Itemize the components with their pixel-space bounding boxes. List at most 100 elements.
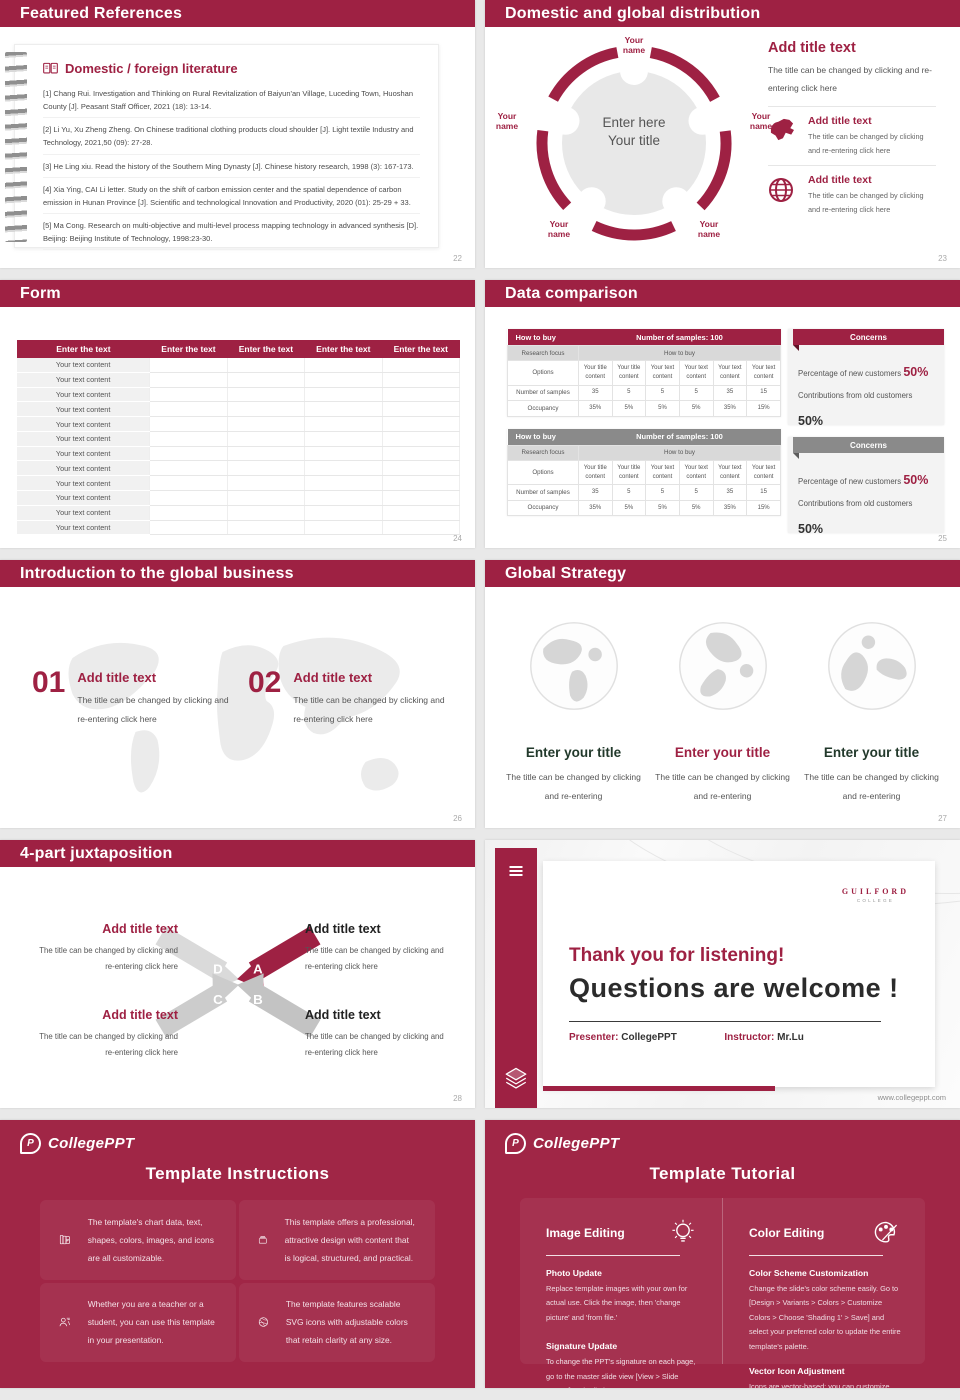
option-cell: Your title content <box>611 360 647 386</box>
empty-cell <box>149 505 228 521</box>
option-cell: Your text content <box>645 360 680 386</box>
enter-title-heading: Enter your title <box>525 745 622 760</box>
sample-cell: 15 <box>746 484 781 501</box>
row-label-cell: Your text content <box>17 387 151 403</box>
sidebar-accent-bar <box>495 848 537 1108</box>
option-cell: Your text content <box>678 360 714 386</box>
diagram-node-label: Your name <box>622 35 646 55</box>
empty-cell <box>304 446 383 462</box>
ribbon-letter-c: C <box>213 992 223 1007</box>
globe-icon <box>529 622 618 710</box>
china-map-icon <box>768 115 798 147</box>
collegeppt-logo-icon: P <box>20 1133 41 1154</box>
focus-label: Research focus <box>507 344 579 362</box>
add-title-heading: Add title text <box>102 922 178 936</box>
table-row: Your text content <box>17 475 461 492</box>
diagram-node-label: Your name <box>547 219 571 240</box>
slide-title: Data comparison <box>485 280 960 307</box>
lightbulb-icon <box>672 1219 694 1242</box>
collegeppt-wordmark: CollegePPT <box>48 1135 135 1152</box>
concerns-header: Concerns <box>793 437 944 459</box>
sample-cell: 35 <box>712 484 748 501</box>
occupancy-label: Occupancy <box>507 499 579 517</box>
table-row: Your text content <box>17 460 461 477</box>
empty-cell <box>149 431 228 447</box>
circular-diagram: Your name Your name Your name Your name … <box>496 35 772 241</box>
slide-global-strategy[interactable]: Global Strategy Enter your title The tit… <box>485 560 960 828</box>
occupancy-cell: 35% <box>577 499 613 517</box>
row-label-cell: Your text content <box>17 520 151 536</box>
empty-cell <box>382 416 461 432</box>
slide-template-instructions[interactable]: P CollegePPT Template Instructions P The… <box>0 1120 475 1388</box>
instruction-item: P The template's chart data, text, shape… <box>40 1200 236 1280</box>
empty-cell <box>227 372 306 388</box>
concerns-box: Concerns Percentage of new customers 50%… <box>788 437 944 536</box>
slide-domestic-global-distribution[interactable]: Domestic and global distribution Your na… <box>485 0 960 268</box>
instruction-item: The template features scalable SVG icons… <box>239 1282 435 1362</box>
image-editing-column: Image Editing Photo Update Replace templ… <box>520 1198 722 1388</box>
table-row: Your text content <box>17 372 461 388</box>
spiral-binding <box>5 52 27 242</box>
slide-form[interactable]: Form Enter the text Enter the text Enter… <box>0 280 475 548</box>
slide-featured-references[interactable]: Featured References Domestic / foreign l… <box>0 0 475 268</box>
empty-cell <box>149 520 228 536</box>
row-label-cell: Your text content <box>17 416 151 432</box>
slide-thank-you[interactable]: GUILFORD COLLEGE Thank you for listening… <box>485 840 960 1108</box>
table-row: Your text content <box>17 490 461 506</box>
empty-cell <box>304 475 383 492</box>
add-title-heading: Add title text <box>305 1008 381 1022</box>
placeholder-body: The title can be changed by clicking and… <box>39 946 178 972</box>
option-cell: Your text content <box>746 360 781 386</box>
empty-cell <box>304 372 383 388</box>
sample-cell: 35 <box>577 484 613 501</box>
table-header-right: Number of samples: 100 <box>578 428 781 446</box>
placeholder-body: The title can be changed by clicking and… <box>305 1032 444 1058</box>
website-url: www.collegeppt.com <box>877 1093 946 1102</box>
slides-icon: P <box>59 1234 70 1244</box>
slide-global-business[interactable]: Introduction to the global business 01 A… <box>0 560 475 828</box>
table-row: Your text content <box>17 520 461 536</box>
table-header-right: Number of samples: 100 <box>578 329 781 346</box>
item-number: 01 <box>32 666 66 699</box>
color-editing-column: Color Editing Color Scheme Customization… <box>722 1198 925 1388</box>
comparison-table-red: How to buy Number of samples: 100 Resear… <box>507 329 782 417</box>
reference-item: [4] Xia Ying, CAI Li letter. Study on th… <box>43 178 420 214</box>
empty-cell <box>227 460 306 477</box>
teacher-icon <box>59 1318 71 1327</box>
occupancy-cell: 15% <box>746 499 781 517</box>
empty-cell <box>382 372 461 388</box>
placeholder-body: The title can be changed by clicking and… <box>808 131 924 155</box>
sub-body: Replace template images with your own fo… <box>546 1284 688 1322</box>
ribbon-letter-a: A <box>253 961 263 976</box>
slide-data-comparison[interactable]: Data comparison How to buy Number of sam… <box>485 280 960 548</box>
sub-heading: Vector Icon Adjustment <box>749 1366 845 1377</box>
row-label-cell: Your text content <box>17 358 151 373</box>
empty-cell <box>304 520 383 536</box>
diagram-node-label: Your name <box>495 111 519 131</box>
slide-template-tutorial[interactable]: P CollegePPT Template Tutorial Image Edi… <box>485 1120 960 1388</box>
table-row: Your text content <box>17 446 461 462</box>
occupancy-cell: 5% <box>678 400 714 417</box>
layers-logo-icon <box>505 1067 527 1089</box>
page-number: 23 <box>938 254 947 263</box>
collegeppt-logo: P CollegePPT <box>20 1133 134 1154</box>
form-table-header-row: Enter the text Enter the text Enter the … <box>17 340 460 358</box>
section-heading: Template Tutorial <box>649 1164 796 1183</box>
column-heading: Image Editing <box>546 1226 625 1240</box>
instruction-text: The template's chart data, text, shapes,… <box>87 1216 214 1263</box>
concerns-header: Concerns <box>793 329 944 351</box>
empty-cell <box>227 416 306 432</box>
add-title-heading: Add title text <box>768 40 856 56</box>
add-title-heading: Add title text <box>305 922 381 936</box>
tutorial-card: Image Editing Photo Update Replace templ… <box>520 1198 925 1388</box>
sub-body: Icons are vector-based; you can customiz… <box>749 1382 890 1388</box>
diagram-center-text: Enter here Your title <box>602 115 666 149</box>
slide-4-part-juxtaposition[interactable]: 4-part juxtaposition D A C B Add title t… <box>0 840 475 1108</box>
column-heading: Color Editing <box>749 1226 825 1240</box>
samples-label: Number of samples <box>507 384 579 402</box>
placeholder-body: The title can be changed by clicking and… <box>808 191 924 215</box>
occupancy-cell: 35% <box>712 499 748 517</box>
focus-label: Research focus <box>507 444 579 462</box>
empty-cell <box>382 475 461 492</box>
diagram-node-label: Your name <box>749 111 773 131</box>
